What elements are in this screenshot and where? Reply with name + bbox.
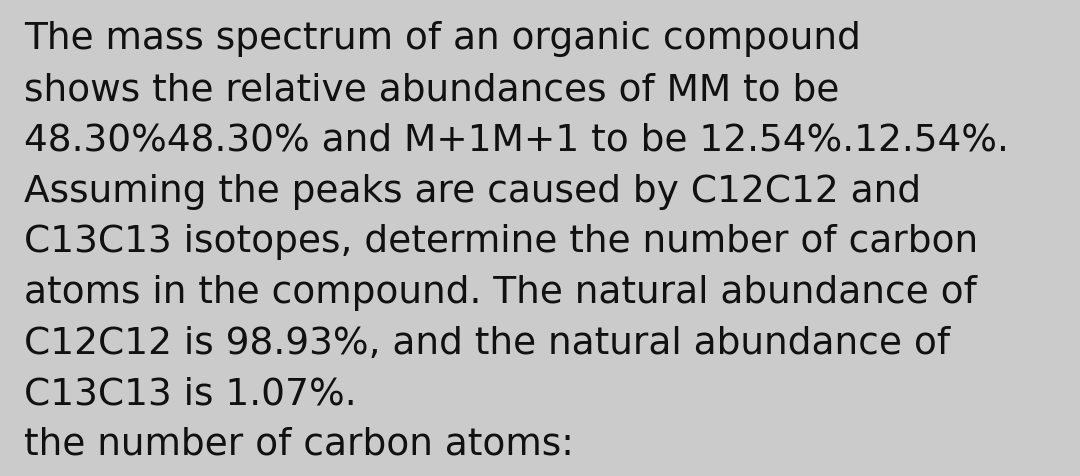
Text: C12C12 is 98.93%, and the natural abundance of: C12C12 is 98.93%, and the natural abunda… [24, 326, 950, 362]
Text: shows the relative abundances of MM to be: shows the relative abundances of MM to b… [24, 72, 839, 108]
Text: C13C13 is 1.07%.: C13C13 is 1.07%. [24, 376, 356, 412]
Text: 48.30%48.30% and M+1M+1 to be 12.54%.12.54%.: 48.30%48.30% and M+1M+1 to be 12.54%.12.… [24, 123, 1009, 159]
Text: atoms in the compound. The natural abundance of: atoms in the compound. The natural abund… [24, 275, 976, 311]
Text: Assuming the peaks are caused by C12C12 and: Assuming the peaks are caused by C12C12 … [24, 174, 921, 209]
Text: the number of carbon atoms:: the number of carbon atoms: [24, 427, 573, 463]
Text: The mass spectrum of an organic compound: The mass spectrum of an organic compound [24, 21, 861, 58]
Text: C13C13 isotopes, determine the number of carbon: C13C13 isotopes, determine the number of… [24, 224, 977, 260]
